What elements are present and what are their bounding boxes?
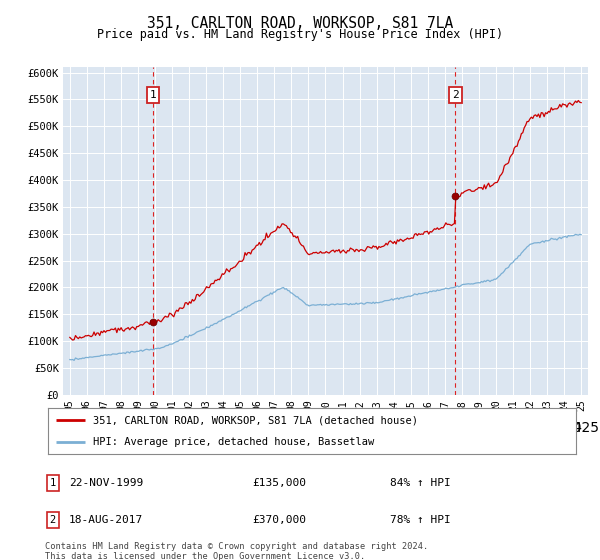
Text: 84% ↑ HPI: 84% ↑ HPI — [390, 478, 451, 488]
Text: 18-AUG-2017: 18-AUG-2017 — [69, 515, 143, 525]
Text: Price paid vs. HM Land Registry's House Price Index (HPI): Price paid vs. HM Land Registry's House … — [97, 28, 503, 41]
Text: 1: 1 — [50, 478, 56, 488]
Text: 351, CARLTON ROAD, WORKSOP, S81 7LA (detached house): 351, CARLTON ROAD, WORKSOP, S81 7LA (det… — [93, 415, 418, 425]
Text: 2: 2 — [50, 515, 56, 525]
Text: Contains HM Land Registry data © Crown copyright and database right 2024.
This d: Contains HM Land Registry data © Crown c… — [45, 542, 428, 560]
Text: 22-NOV-1999: 22-NOV-1999 — [69, 478, 143, 488]
Text: £370,000: £370,000 — [252, 515, 306, 525]
Text: 78% ↑ HPI: 78% ↑ HPI — [390, 515, 451, 525]
Text: 351, CARLTON ROAD, WORKSOP, S81 7LA: 351, CARLTON ROAD, WORKSOP, S81 7LA — [147, 16, 453, 31]
Text: 1: 1 — [150, 90, 157, 100]
Text: HPI: Average price, detached house, Bassetlaw: HPI: Average price, detached house, Bass… — [93, 437, 374, 447]
Text: 2: 2 — [452, 90, 459, 100]
Text: £135,000: £135,000 — [252, 478, 306, 488]
